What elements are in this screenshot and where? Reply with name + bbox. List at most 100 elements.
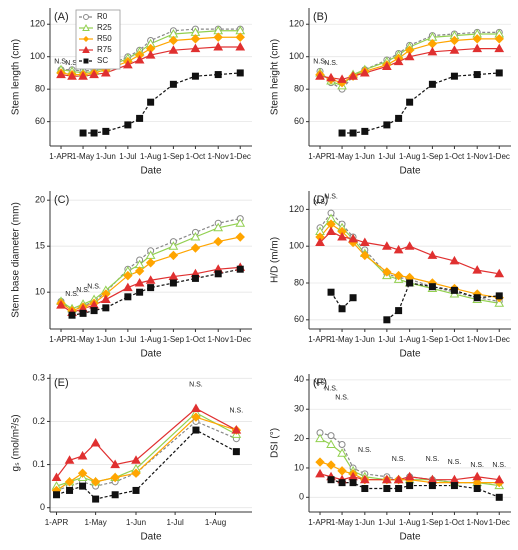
y-tick-label: 120	[30, 19, 45, 29]
point	[145, 258, 156, 268]
annotation: N.S.	[392, 456, 406, 463]
point	[123, 282, 133, 292]
point	[213, 32, 223, 42]
point	[404, 471, 415, 481]
series-line	[56, 407, 237, 478]
point	[64, 455, 75, 464]
point	[236, 265, 244, 273]
y-axis-title: H/D (m/m)	[270, 237, 281, 283]
point	[359, 237, 370, 247]
point	[326, 226, 336, 235]
point	[428, 482, 436, 490]
y-tick-label: 100	[289, 241, 304, 251]
legend-marker	[83, 36, 89, 42]
point	[236, 69, 244, 77]
point	[406, 279, 414, 287]
y-tick-label: 10	[35, 287, 45, 297]
point	[494, 34, 504, 44]
y-tick-label: 120	[289, 204, 304, 214]
series-line	[83, 72, 241, 134]
point	[383, 121, 391, 129]
x-tick-label: 1-Sep	[422, 335, 444, 344]
point	[168, 241, 179, 250]
y-axis-title: Stem height (cm)	[270, 39, 281, 115]
point	[90, 307, 98, 315]
annotation: N.S.	[448, 459, 462, 466]
x-tick-label: 1-Jul	[378, 335, 396, 344]
point	[338, 440, 346, 448]
point	[382, 61, 392, 70]
point	[123, 59, 133, 69]
point	[168, 35, 179, 46]
point	[213, 236, 223, 247]
point	[359, 67, 370, 77]
point	[190, 243, 201, 253]
point	[494, 268, 505, 278]
point	[123, 270, 133, 281]
series-line	[60, 218, 241, 312]
y-tick-label: 60	[294, 116, 304, 126]
point	[90, 477, 101, 487]
point	[395, 485, 403, 493]
point	[326, 72, 336, 82]
point	[145, 50, 156, 59]
y-tick-label: 20	[35, 195, 45, 205]
point	[361, 127, 369, 135]
point	[315, 237, 325, 247]
y-tick-label: 30	[294, 404, 304, 414]
series-line	[319, 223, 500, 299]
y-tick-label: 0.3	[32, 373, 45, 383]
y-axis-title: Stem length (cm)	[11, 39, 22, 115]
x-tick-label: 1-Oct	[445, 152, 465, 161]
x-tick-label: 1-May	[84, 518, 106, 527]
y-tick-label: 100	[289, 51, 304, 61]
point	[213, 41, 224, 51]
point	[327, 288, 335, 296]
point	[191, 274, 199, 282]
point	[338, 479, 346, 487]
point	[450, 482, 458, 490]
x-tick-label: 1-Jun	[126, 518, 146, 527]
point	[428, 80, 436, 88]
annotation: N.S.	[358, 447, 372, 454]
point	[472, 43, 483, 53]
point	[67, 71, 77, 80]
point	[131, 455, 141, 464]
point	[214, 270, 222, 278]
point	[100, 294, 111, 304]
y-tick-label: 80	[294, 84, 304, 94]
point	[393, 56, 404, 66]
x-tick-label: 1-May	[331, 152, 353, 161]
point	[78, 71, 88, 80]
y-tick-label: 0	[40, 502, 45, 512]
y-tick-label: 80	[35, 84, 45, 94]
point	[64, 477, 75, 487]
point	[395, 307, 403, 315]
point	[90, 437, 101, 447]
x-tick-label: 1-Aug	[140, 152, 161, 161]
point	[235, 218, 246, 227]
point	[348, 233, 358, 243]
legend-marker	[82, 45, 90, 53]
point	[315, 433, 325, 443]
x-tick-label: 1-Jun	[355, 518, 375, 527]
x-tick-label: 1-Oct	[445, 518, 465, 527]
y-tick-label: 0	[299, 492, 304, 502]
x-tick-label: 1-APR	[49, 152, 73, 161]
y-tick-label: 0.2	[32, 416, 45, 426]
series-line	[342, 72, 500, 134]
point	[190, 231, 201, 241]
point	[404, 241, 415, 250]
x-tick-label: 1-Jul	[378, 518, 396, 527]
annotation: N.S.	[54, 58, 68, 65]
point	[190, 43, 201, 53]
annotation: N.S.	[324, 386, 338, 393]
point	[136, 114, 144, 122]
point	[168, 45, 179, 54]
y-tick-label: 120	[289, 19, 304, 29]
x-tick-label: 1-May	[72, 152, 94, 161]
point	[124, 293, 132, 301]
point	[383, 316, 391, 324]
x-tick-label: 1-Sep	[422, 152, 444, 161]
series-line	[319, 432, 500, 484]
